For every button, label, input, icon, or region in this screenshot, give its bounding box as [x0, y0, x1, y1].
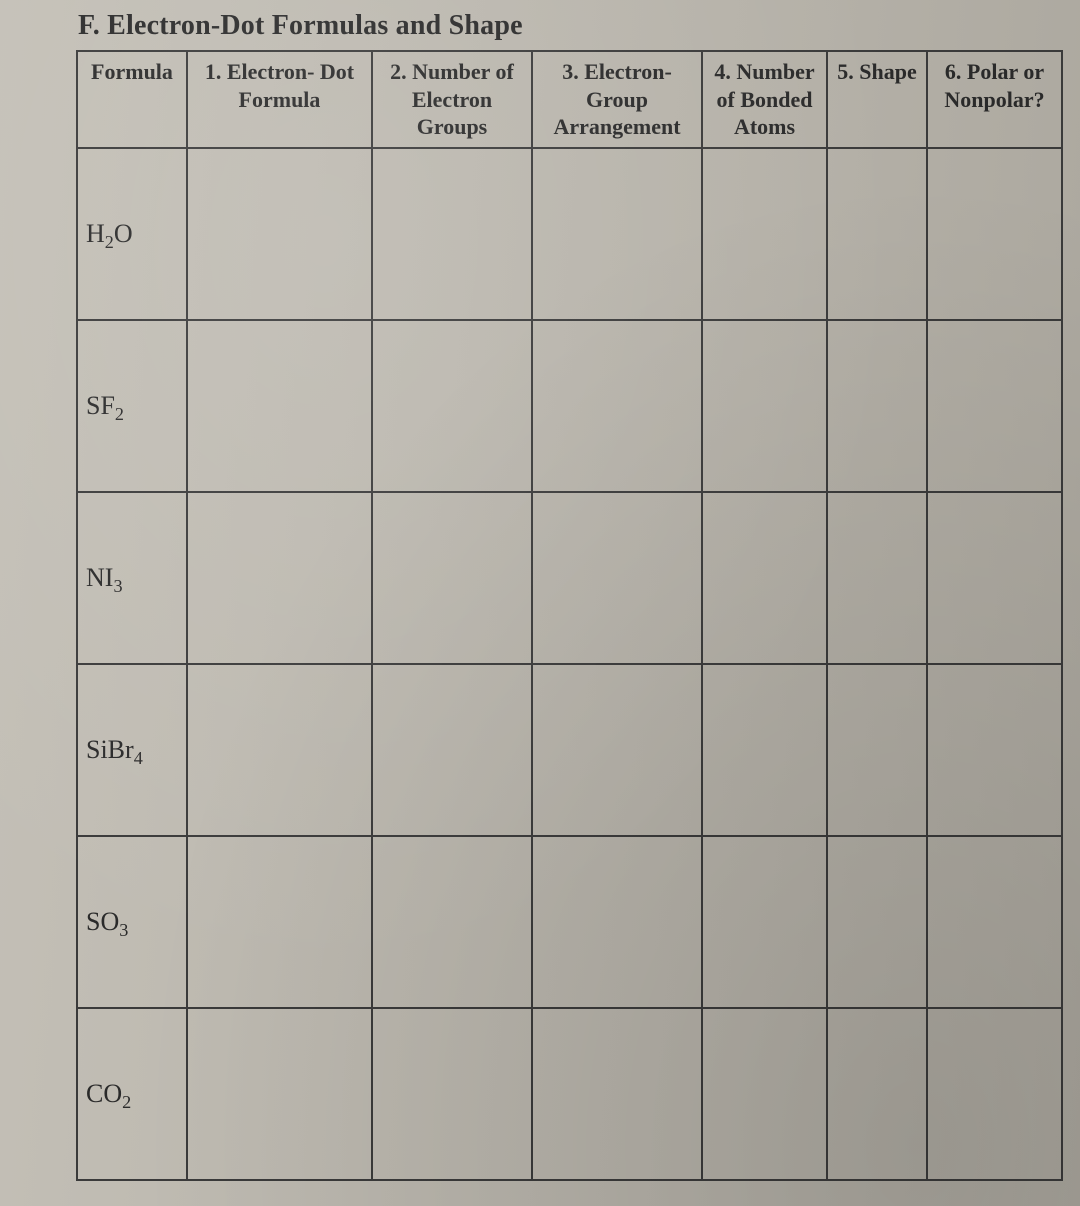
- th-polar: 6. Polar or Nonpolar?: [927, 51, 1062, 148]
- cell-blank: [187, 836, 372, 1008]
- cell-blank: [532, 148, 702, 320]
- th-formula: Formula: [77, 51, 187, 148]
- worksheet-page: F. Electron-Dot Formulas and Shape Formu…: [0, 0, 1080, 1206]
- section-title: F. Electron-Dot Formulas and Shape: [78, 10, 1052, 42]
- cell-formula: SO3: [77, 836, 187, 1008]
- cell-blank: [532, 1008, 702, 1180]
- table-row: NI3: [77, 492, 1062, 664]
- th-arrangement: 3. Electron-Group Arrangement: [532, 51, 702, 148]
- cell-blank: [372, 148, 532, 320]
- cell-blank: [927, 664, 1062, 836]
- table-row: H2O: [77, 148, 1062, 320]
- cell-blank: [187, 1008, 372, 1180]
- cell-blank: [372, 836, 532, 1008]
- cell-blank: [187, 664, 372, 836]
- table-body: H2OSF2NI3SiBr4SO3CO2: [77, 148, 1062, 1180]
- table-header-row: Formula 1. Electron- Dot Formula 2. Numb…: [77, 51, 1062, 148]
- cell-blank: [702, 664, 827, 836]
- th-shape: 5. Shape: [827, 51, 927, 148]
- cell-blank: [702, 492, 827, 664]
- th-egroups: 2. Number of Electron Groups: [372, 51, 532, 148]
- cell-blank: [532, 664, 702, 836]
- cell-blank: [927, 320, 1062, 492]
- cell-blank: [187, 320, 372, 492]
- cell-blank: [372, 1008, 532, 1180]
- table-row: SO3: [77, 836, 1062, 1008]
- cell-blank: [827, 148, 927, 320]
- cell-blank: [187, 148, 372, 320]
- cell-blank: [702, 836, 827, 1008]
- cell-formula: SiBr4: [77, 664, 187, 836]
- table-row: SF2: [77, 320, 1062, 492]
- cell-blank: [372, 664, 532, 836]
- cell-blank: [827, 320, 927, 492]
- cell-blank: [827, 836, 927, 1008]
- th-edot: 1. Electron- Dot Formula: [187, 51, 372, 148]
- cell-formula: SF2: [77, 320, 187, 492]
- table-row: CO2: [77, 1008, 1062, 1180]
- cell-blank: [532, 492, 702, 664]
- cell-blank: [702, 1008, 827, 1180]
- cell-formula: CO2: [77, 1008, 187, 1180]
- table-head: Formula 1. Electron- Dot Formula 2. Numb…: [77, 51, 1062, 148]
- th-bonded: 4. Number of Bonded Atoms: [702, 51, 827, 148]
- cell-blank: [927, 492, 1062, 664]
- cell-blank: [827, 664, 927, 836]
- cell-blank: [532, 320, 702, 492]
- cell-blank: [927, 1008, 1062, 1180]
- cell-blank: [827, 492, 927, 664]
- cell-blank: [827, 1008, 927, 1180]
- table-row: SiBr4: [77, 664, 1062, 836]
- cell-blank: [927, 836, 1062, 1008]
- cell-blank: [702, 320, 827, 492]
- cell-blank: [702, 148, 827, 320]
- cell-formula: NI3: [77, 492, 187, 664]
- cell-formula: H2O: [77, 148, 187, 320]
- cell-blank: [532, 836, 702, 1008]
- worksheet-table: Formula 1. Electron- Dot Formula 2. Numb…: [76, 50, 1063, 1181]
- cell-blank: [372, 492, 532, 664]
- cell-blank: [372, 320, 532, 492]
- cell-blank: [927, 148, 1062, 320]
- cell-blank: [187, 492, 372, 664]
